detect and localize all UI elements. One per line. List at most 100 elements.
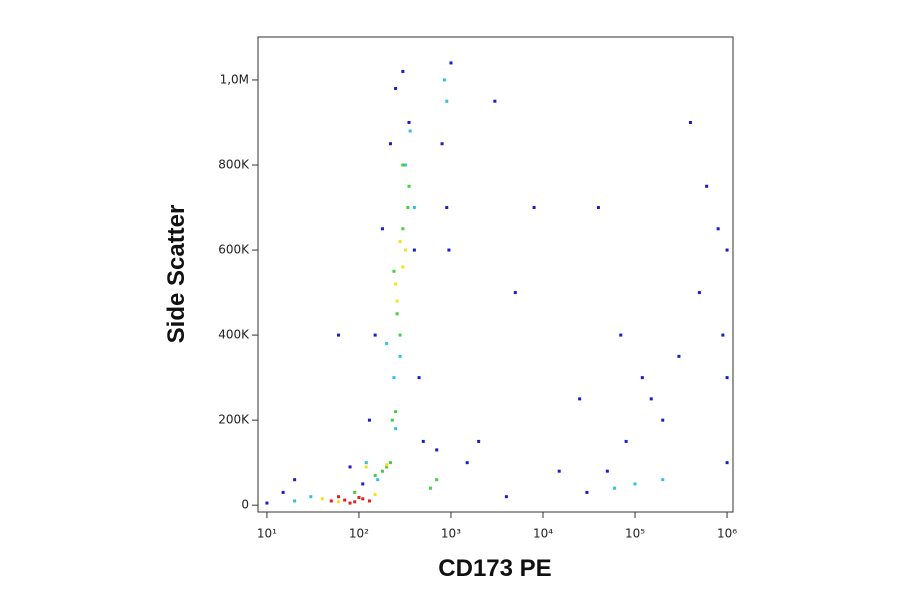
point bbox=[364, 465, 368, 469]
point bbox=[688, 120, 692, 124]
y-axis-title: Side Scatter bbox=[163, 205, 190, 344]
y-tick-label: 200K bbox=[218, 413, 250, 427]
point bbox=[716, 227, 720, 231]
point bbox=[725, 248, 729, 252]
point bbox=[442, 78, 446, 82]
point bbox=[293, 499, 297, 503]
point bbox=[309, 495, 313, 499]
point bbox=[449, 61, 453, 65]
point bbox=[361, 482, 365, 486]
point bbox=[390, 418, 394, 422]
point bbox=[440, 142, 444, 146]
point bbox=[337, 333, 341, 337]
point bbox=[697, 291, 701, 295]
point bbox=[373, 333, 377, 337]
point bbox=[408, 129, 412, 133]
point bbox=[605, 469, 609, 473]
x-tick-label: 10⁴ bbox=[533, 527, 553, 541]
point bbox=[465, 461, 469, 465]
point bbox=[401, 227, 405, 231]
point bbox=[705, 184, 709, 188]
point bbox=[364, 461, 368, 465]
point bbox=[388, 142, 392, 146]
point bbox=[493, 99, 497, 103]
point bbox=[429, 486, 433, 490]
point bbox=[532, 206, 536, 210]
point bbox=[403, 248, 407, 252]
point bbox=[417, 376, 421, 380]
point bbox=[373, 493, 377, 497]
point bbox=[445, 206, 449, 210]
y-tick-label: 1,0M bbox=[220, 72, 249, 86]
point bbox=[320, 497, 324, 501]
point bbox=[394, 282, 398, 286]
point bbox=[367, 418, 371, 422]
point bbox=[394, 427, 398, 431]
point bbox=[649, 397, 653, 401]
point bbox=[407, 120, 411, 124]
point bbox=[337, 495, 341, 499]
point bbox=[265, 501, 269, 505]
point bbox=[585, 490, 589, 494]
point bbox=[281, 490, 285, 494]
point bbox=[624, 439, 628, 443]
point bbox=[677, 354, 681, 358]
point bbox=[392, 269, 396, 273]
point bbox=[633, 482, 637, 486]
point bbox=[361, 497, 365, 501]
point bbox=[395, 299, 399, 303]
x-axis-title: CD173 PE bbox=[438, 555, 551, 582]
point bbox=[343, 498, 347, 502]
point bbox=[398, 240, 402, 244]
point bbox=[388, 461, 392, 465]
point bbox=[721, 333, 725, 337]
point bbox=[376, 478, 380, 482]
point bbox=[504, 495, 508, 499]
x-tick-label: 10² bbox=[349, 527, 369, 541]
point bbox=[293, 478, 297, 482]
point bbox=[348, 501, 352, 505]
point bbox=[447, 248, 451, 252]
point bbox=[367, 499, 371, 503]
point bbox=[357, 496, 361, 500]
point bbox=[640, 376, 644, 380]
point bbox=[596, 206, 600, 210]
y-tick-label: 0 bbox=[241, 498, 249, 512]
point bbox=[392, 376, 396, 380]
point bbox=[337, 500, 341, 504]
point bbox=[725, 461, 729, 465]
point bbox=[406, 206, 410, 210]
point bbox=[477, 439, 481, 443]
x-tick-label: 10³ bbox=[441, 527, 461, 541]
point bbox=[348, 465, 352, 469]
point bbox=[613, 486, 617, 490]
x-tick-label: 10⁶ bbox=[717, 527, 737, 541]
point bbox=[401, 163, 405, 167]
point bbox=[435, 448, 439, 452]
point bbox=[329, 499, 333, 503]
point bbox=[395, 312, 399, 316]
point bbox=[445, 99, 449, 103]
point bbox=[407, 184, 411, 188]
point bbox=[380, 227, 384, 231]
point bbox=[385, 342, 389, 346]
point bbox=[353, 500, 357, 504]
point bbox=[619, 333, 623, 337]
point bbox=[557, 469, 561, 473]
point bbox=[403, 163, 407, 167]
y-tick-label: 800K bbox=[218, 157, 250, 171]
point bbox=[353, 490, 357, 494]
point bbox=[401, 69, 405, 73]
point bbox=[421, 439, 425, 443]
point bbox=[394, 86, 398, 90]
point bbox=[380, 469, 384, 473]
x-tick-label: 10⁵ bbox=[625, 527, 645, 541]
point bbox=[385, 463, 389, 467]
point bbox=[661, 418, 665, 422]
point bbox=[412, 206, 416, 210]
point bbox=[412, 248, 416, 252]
point bbox=[373, 473, 377, 477]
point bbox=[401, 265, 405, 269]
point bbox=[435, 478, 439, 482]
